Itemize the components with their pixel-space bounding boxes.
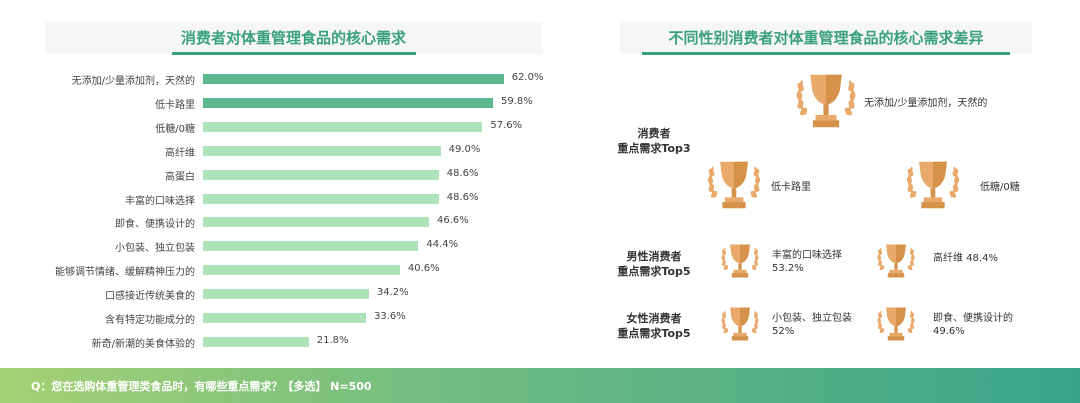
trophy-icon: [718, 302, 762, 346]
value-label: 46.6%: [437, 215, 469, 227]
top3-section-label: 消费者 重点需求Top3: [617, 127, 691, 155]
value-label: 57.6%: [490, 119, 523, 131]
bar: [203, 217, 429, 228]
right-title-underline: [642, 52, 1010, 55]
value-label: 44.4%: [426, 239, 459, 251]
value-label: 59.8%: [501, 95, 533, 107]
value-label: 40.6%: [407, 263, 440, 275]
trophy-icon: [902, 154, 964, 216]
female-item-1: 小包装、独立包装 52%: [772, 313, 852, 337]
value-label: 34.2%: [376, 287, 409, 299]
bar: [203, 97, 494, 108]
category-label: 口感接近传统美食的: [105, 291, 195, 303]
top3-item-1: 无添加/少量添加剂，天然的: [864, 98, 988, 109]
value-label: 33.6%: [373, 311, 406, 322]
category-label: 即食、便携设计的: [115, 219, 195, 231]
bar: [203, 169, 439, 180]
trophy-icon: [718, 239, 762, 283]
bar: [203, 241, 419, 252]
value-label: 49.0%: [448, 143, 481, 155]
trophy-icon: [874, 302, 918, 346]
bar: [203, 74, 504, 84]
bar: [203, 313, 366, 323]
survey-question: Q：您在选购体重管理类食品时，有哪些重点需求？【多选】 N=500: [31, 380, 372, 393]
female-section-label: 女性消费者 重点需求Top5: [617, 312, 691, 340]
trophy-icon: [791, 66, 861, 136]
top3-item-2: 低卡路里: [771, 182, 811, 193]
category-label: 低卡路里: [155, 99, 195, 111]
footer-bar: [0, 368, 1080, 403]
category-label: 高蛋白: [165, 171, 195, 183]
horizontal-bar-chart: 无添加/少量添加剂，天然的 62.0% 低卡路里 59.8% 低糖/0糖 57.6% 高纤维…: [0, 0, 560, 360]
top3-item-3: 低糖/0糖: [980, 182, 1020, 193]
male-item-1: 丰富的口味选择 53.2%: [772, 250, 842, 274]
bar: [203, 193, 439, 204]
value-label: 48.6%: [446, 167, 479, 179]
category-label: 无添加/少量添加剂，天然的: [71, 76, 195, 87]
value-label: 62.0%: [511, 72, 544, 83]
category-label: 含有特定功能成分的: [105, 315, 195, 326]
bar: [203, 121, 483, 132]
trophy-icon: [874, 239, 918, 283]
left-title-band: [45, 22, 542, 54]
right-title-band: [620, 22, 1032, 54]
category-label: 低糖/0糖: [155, 123, 195, 135]
male-section-label: 男性消费者 重点需求Top5: [617, 250, 691, 278]
category-label: 丰富的口味选择: [125, 195, 195, 207]
bar: [203, 289, 369, 300]
category-label: 小包装、独立包装: [115, 243, 195, 255]
left-chart-title: 消费者对体重管理食品的核心需求: [180, 29, 406, 47]
bar: [203, 145, 441, 156]
right-panel-title: 不同性别消费者对体重管理食品的核心需求差异: [668, 29, 984, 47]
bar: [203, 336, 309, 347]
category-label: 新奇/新潮的美食体验的: [91, 338, 195, 350]
bar: [203, 265, 400, 276]
category-label: 高纤维: [165, 147, 195, 159]
value-label: 21.8%: [316, 334, 349, 346]
female-item-2: 即食、便携设计的 49.6%: [933, 313, 1013, 337]
value-label: 48.6%: [446, 191, 479, 203]
trophy-icon: [703, 154, 765, 216]
male-item-2: 高纤维 48.4%: [933, 253, 998, 264]
left-title-underline: [172, 52, 416, 55]
category-label: 能够调节情绪、缓解精神压力的: [55, 267, 195, 279]
